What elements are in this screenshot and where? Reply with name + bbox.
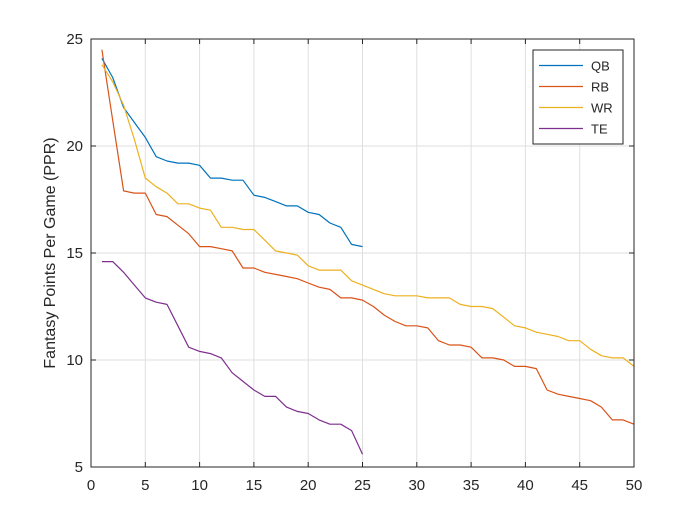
x-tick-label: 10 (191, 477, 208, 494)
legend-label-te: TE (591, 122, 608, 137)
y-axis-label: Fantasy Points Per Game (PPR) (42, 137, 59, 368)
x-tick-label: 0 (87, 477, 95, 494)
y-tick-label: 15 (66, 245, 83, 262)
y-tick-label: 25 (66, 31, 83, 48)
legend-label-wr: WR (591, 101, 613, 116)
series-line-te (101, 261, 364, 455)
x-tick-label: 50 (626, 477, 643, 494)
x-tick-label: 20 (300, 477, 317, 494)
series-line-rb (101, 49, 635, 425)
series-line-wr (101, 64, 635, 367)
x-tick-label: 5 (141, 477, 149, 494)
legend-label-rb: RB (591, 80, 609, 95)
y-tick-label: 10 (66, 352, 83, 369)
y-tick-label: 5 (75, 459, 83, 476)
series-lines (101, 49, 635, 455)
x-tick-label: 40 (517, 477, 534, 494)
legend: QB RB WR TE (532, 49, 624, 145)
y-tick-label: 20 (66, 138, 83, 155)
x-tick-label: 35 (463, 477, 480, 494)
series-line-qb (101, 58, 363, 248)
x-tick-label: 15 (246, 477, 263, 494)
x-tick-label: 45 (571, 477, 588, 494)
x-tick-label: 30 (408, 477, 425, 494)
legend-label-qb: QB (591, 59, 610, 74)
grid (91, 39, 634, 467)
x-tick-label: 25 (354, 477, 371, 494)
